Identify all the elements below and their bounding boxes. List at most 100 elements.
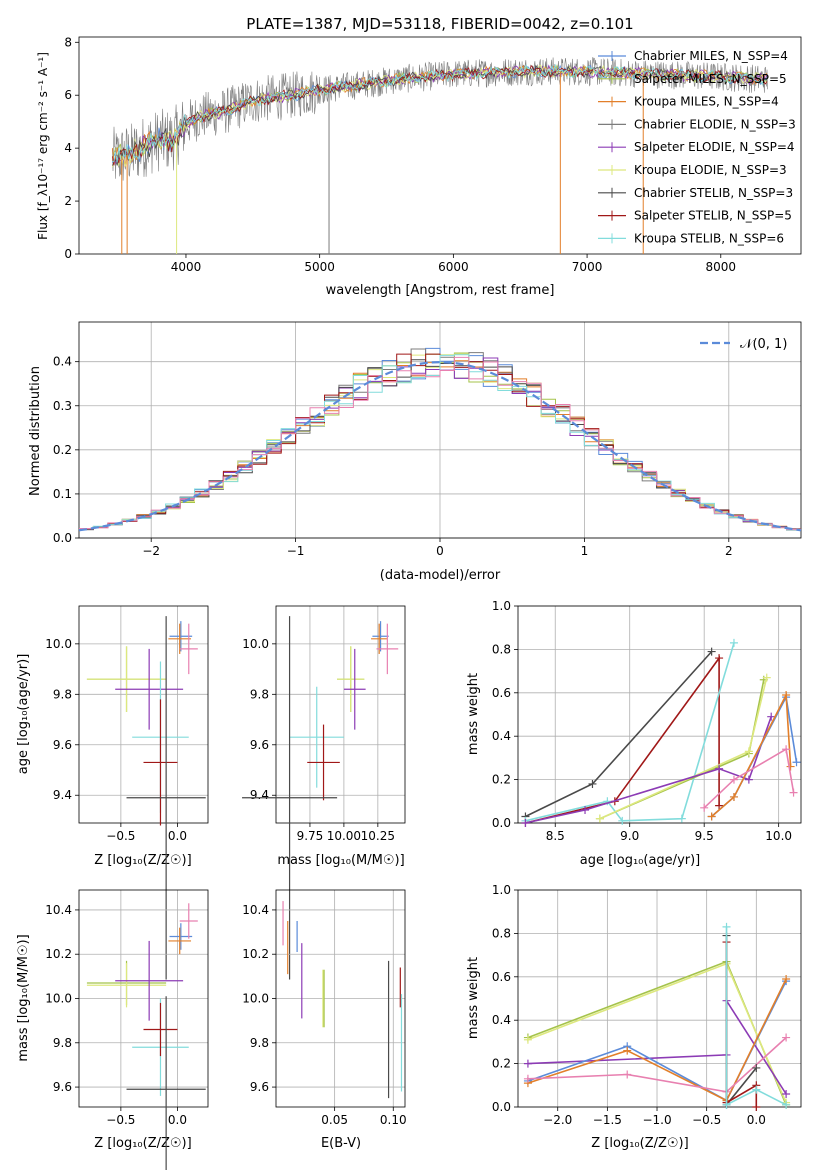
x-tick-label: 10.0	[765, 829, 792, 843]
mass-weight-marker	[603, 797, 612, 806]
mass-weight-line	[725, 926, 787, 1107]
axes-frame	[78, 605, 209, 824]
y-tick-label: 9.8	[250, 687, 269, 701]
x-tick-label: 10.00	[327, 829, 361, 843]
massEbv-xlabel: E(B-V)	[321, 1136, 361, 1151]
y-tick-label: 0	[64, 247, 72, 261]
y-tick-label: 4	[64, 141, 72, 155]
histogram-step	[79, 356, 801, 530]
mass-weight-marker	[623, 1070, 632, 1079]
mass-weight-marker	[762, 673, 771, 682]
y-tick-label: 9.6	[53, 1080, 72, 1094]
x-tick-label: 2	[725, 544, 733, 558]
y-tick-label: 0.4	[492, 1013, 511, 1027]
spectrum-panel: PLATE=1387, MJD=53118, FIBERID=0042, z=0…	[36, 15, 802, 298]
mass-weight-marker	[581, 805, 590, 814]
x-tick-label: 7000	[572, 260, 603, 274]
axes-frame	[78, 889, 209, 1108]
legend-label: Kroupa MILES, N_SSP=4	[634, 95, 779, 109]
y-tick-label: 0.2	[492, 773, 511, 787]
axes-frame	[517, 889, 802, 1108]
y-tick-label: 10.4	[45, 903, 72, 917]
x-tick-label: −0.5	[106, 1113, 135, 1127]
mass-weight-marker	[700, 803, 709, 812]
x-tick-label: 1	[581, 544, 589, 558]
mass-weight-marker	[782, 974, 791, 983]
mass-weight-marker	[707, 812, 716, 821]
mass-vs-Z-panel: Z [log₁₀(Z/Z☉)] mass [log₁₀(M/M☉)] −0.5 0…	[16, 889, 209, 1170]
x-tick-label: −1.0	[642, 1113, 671, 1127]
x-tick-label: 0.0	[168, 829, 187, 843]
mass-weight-marker	[789, 788, 798, 797]
mass-weight-marker	[782, 1100, 791, 1109]
axes-frame	[78, 321, 802, 539]
y-tick-label: 0.6	[492, 686, 511, 700]
y-tick-label: 0.8	[492, 642, 511, 656]
x-tick-label: 0.0	[168, 1113, 187, 1127]
mwZ-ylabel: mass weight	[466, 957, 481, 1039]
mass-weight-marker	[722, 922, 731, 931]
spectrum-ylabel: Flux [f_λ10⁻¹⁷ erg cm⁻² s⁻¹ A⁻¹]	[36, 52, 50, 240]
y-tick-label: 10.0	[45, 992, 72, 1006]
x-tick-label: 9.5	[695, 829, 714, 843]
mass-weight-marker	[752, 1085, 761, 1094]
y-tick-label: 0.3	[53, 399, 72, 413]
mass-weight-marker	[722, 1100, 731, 1109]
ageZ-ylabel: age [log₁₀(age/yr)]	[16, 654, 31, 775]
mass-weight-marker	[523, 1059, 532, 1068]
mass-weight-marker	[744, 747, 753, 756]
legend-label: Salpeter MILES, N_SSP=5	[634, 72, 787, 86]
legend-label: Kroupa STELIB, N_SSP=6	[634, 231, 784, 245]
y-tick-label: 2	[64, 194, 72, 208]
mass-weight-marker	[715, 654, 724, 663]
axes-frame	[517, 605, 802, 824]
mass-weight-marker	[782, 690, 791, 699]
y-tick-label: 9.6	[53, 738, 72, 752]
y-tick-label: 8	[64, 35, 72, 49]
y-tick-label: 10.2	[45, 947, 72, 961]
age-vs-mass-panel: mass [log₁₀(M/M☉)] 9.75 10.00 10.25 9.4 9.6 9…	[242, 605, 406, 980]
mass-weight-marker	[767, 712, 776, 721]
mass-vs-ebv-panel: E(B-V) 0.05 0.10 9.6 9.8 10.0 10.2 10.4	[242, 889, 407, 1151]
y-tick-label: 9.8	[53, 1036, 72, 1050]
y-tick-label: 10.0	[242, 992, 269, 1006]
y-tick-label: 0.2	[53, 443, 72, 457]
legend-label: Kroupa ELODIE, N_SSP=3	[634, 163, 787, 177]
legend-label: Salpeter STELIB, N_SSP=5	[634, 209, 792, 223]
mass-weight-vs-age-panel: age [log₁₀(age/yr)] mass weight 8.5 9.0 9.…	[466, 599, 802, 868]
mass-weight-line	[525, 651, 713, 818]
mass-weight-marker	[715, 764, 724, 773]
mass-weight-marker	[618, 816, 627, 825]
legend-label: Chabrier MILES, N_SSP=4	[634, 49, 788, 63]
axes-frame	[275, 889, 406, 1108]
mass-weight-marker	[782, 1089, 791, 1098]
mwZ-xlabel: Z [log₁₀(Z/Z☉)]	[591, 1136, 688, 1151]
legend-label: 𝒩(0, 1)	[740, 337, 787, 352]
mwAge-ylabel: mass weight	[466, 673, 481, 755]
y-tick-label: 9.4	[53, 788, 72, 802]
x-tick-label: 6000	[438, 260, 469, 274]
y-tick-label: 0.0	[492, 1100, 511, 1114]
spectrum-title: PLATE=1387, MJD=53118, FIBERID=0042, z=0…	[246, 15, 633, 33]
x-tick-label: 0.0	[747, 1113, 766, 1127]
mass-weight-marker	[707, 647, 716, 656]
mass-weight-marker	[729, 638, 738, 647]
y-tick-label: 0.0	[53, 531, 72, 545]
mass-weight-marker	[677, 814, 686, 823]
mass-weight-marker	[792, 758, 801, 767]
y-tick-label: 0.6	[492, 970, 511, 984]
histogram-step	[79, 354, 801, 531]
y-tick-label: 10.4	[242, 903, 269, 917]
y-tick-label: 0.8	[492, 926, 511, 940]
x-tick-label: 8000	[706, 260, 737, 274]
y-tick-label: 0.0	[492, 816, 511, 830]
y-tick-label: 10.2	[242, 947, 269, 961]
model-spectrum-line	[112, 63, 768, 163]
ageMass-xlabel: mass [log₁₀(M/M☉)]	[277, 853, 404, 868]
mass-weight-marker	[595, 814, 604, 823]
normal-curve	[78, 360, 802, 532]
y-tick-label: 0.1	[53, 487, 72, 501]
mass-weight-marker	[786, 762, 795, 771]
mass-weight-marker	[521, 819, 530, 827]
x-tick-label: 5000	[304, 260, 335, 274]
